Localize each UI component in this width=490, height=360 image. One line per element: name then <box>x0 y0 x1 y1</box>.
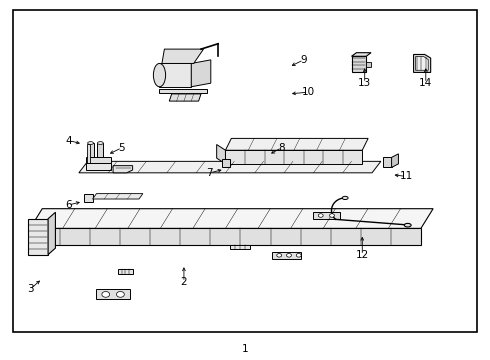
Polygon shape <box>416 57 428 70</box>
Circle shape <box>117 292 124 297</box>
Text: 1: 1 <box>242 343 248 354</box>
Text: 3: 3 <box>26 284 33 294</box>
Bar <box>223 160 229 166</box>
Polygon shape <box>159 89 207 93</box>
Circle shape <box>287 253 292 257</box>
Polygon shape <box>79 161 381 173</box>
Text: 4: 4 <box>66 136 73 145</box>
Text: 10: 10 <box>302 87 315 97</box>
Bar <box>88 143 94 157</box>
Polygon shape <box>86 157 111 163</box>
Circle shape <box>277 253 282 257</box>
Polygon shape <box>162 49 203 63</box>
Circle shape <box>318 214 323 217</box>
Polygon shape <box>159 63 191 87</box>
Text: 11: 11 <box>400 171 413 181</box>
Ellipse shape <box>153 63 166 87</box>
Polygon shape <box>272 252 301 259</box>
Text: 13: 13 <box>358 78 371 88</box>
Polygon shape <box>93 194 143 199</box>
Text: 5: 5 <box>119 143 125 153</box>
Ellipse shape <box>88 141 94 144</box>
Circle shape <box>330 214 334 217</box>
Polygon shape <box>27 219 48 255</box>
Polygon shape <box>113 166 133 173</box>
Bar <box>98 143 103 157</box>
Polygon shape <box>314 212 340 219</box>
Polygon shape <box>366 62 371 67</box>
Polygon shape <box>222 159 230 167</box>
Text: 7: 7 <box>206 168 213 178</box>
Polygon shape <box>30 209 433 228</box>
Circle shape <box>296 253 301 257</box>
Polygon shape <box>225 138 368 150</box>
Polygon shape <box>392 154 398 167</box>
Polygon shape <box>351 53 371 56</box>
Polygon shape <box>414 54 431 72</box>
Text: 12: 12 <box>356 250 369 260</box>
Polygon shape <box>351 56 366 72</box>
Polygon shape <box>217 144 225 164</box>
Ellipse shape <box>342 196 348 199</box>
Ellipse shape <box>98 141 103 144</box>
Polygon shape <box>383 157 392 167</box>
Text: 2: 2 <box>181 277 187 287</box>
Polygon shape <box>169 94 201 101</box>
Polygon shape <box>48 212 55 255</box>
Text: 8: 8 <box>278 143 285 153</box>
Bar <box>384 158 391 159</box>
Polygon shape <box>84 194 93 202</box>
Polygon shape <box>86 163 111 170</box>
Circle shape <box>102 292 110 297</box>
Ellipse shape <box>404 224 411 227</box>
Text: 9: 9 <box>300 55 307 65</box>
Text: 6: 6 <box>65 200 72 210</box>
Polygon shape <box>225 150 362 164</box>
Bar <box>384 163 391 167</box>
Polygon shape <box>87 144 90 163</box>
Polygon shape <box>230 244 250 249</box>
Polygon shape <box>118 269 133 274</box>
Polygon shape <box>96 289 130 299</box>
Polygon shape <box>191 60 211 87</box>
Text: 14: 14 <box>419 78 432 88</box>
Polygon shape <box>30 228 421 244</box>
